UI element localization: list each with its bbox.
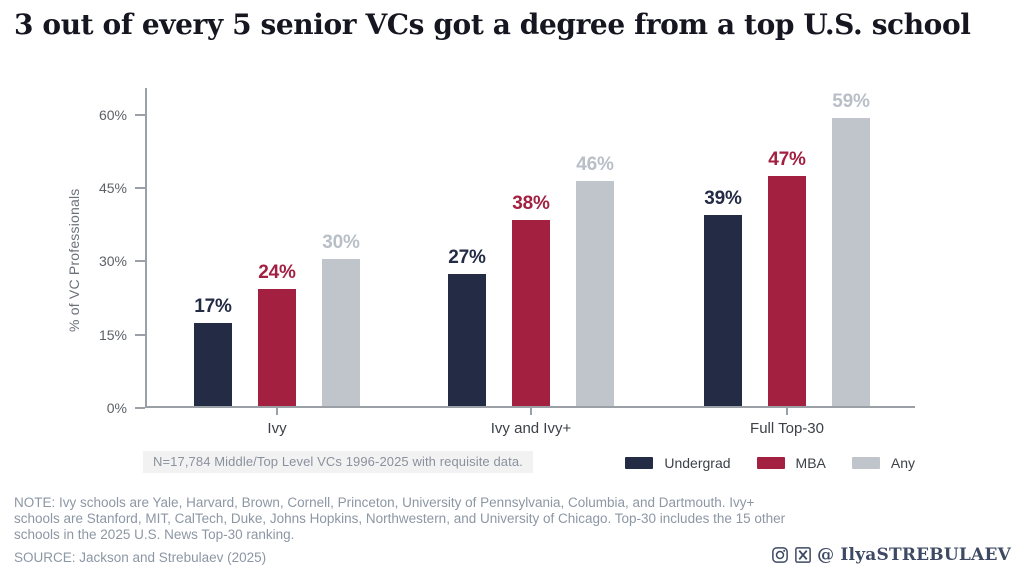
y-axis-line (145, 88, 147, 408)
bar-value-label: 38% (512, 193, 550, 215)
x-category-label: Ivy and Ivy+ (490, 420, 572, 437)
bar (704, 215, 742, 406)
bar-value-label: 39% (704, 188, 742, 210)
bar-value-label: 47% (768, 149, 806, 171)
x-icon (794, 546, 812, 564)
bar-column: 27% (448, 90, 486, 406)
social-attribution: @ IlyaSTREBULAEV (771, 545, 1011, 565)
bar-column: 46% (576, 90, 614, 406)
bar (576, 181, 614, 406)
bar (832, 117, 870, 406)
x-axis-line (145, 406, 915, 408)
bar (768, 176, 806, 406)
bar-value-label: 30% (322, 232, 360, 254)
y-tick-mark (135, 333, 145, 336)
legend-item: Undergrad (625, 455, 731, 471)
sample-size-note: N=17,784 Middle/Top Level VCs 1996-2025 … (143, 451, 533, 473)
legend-item: Any (851, 455, 915, 471)
y-tick-label: 15% (98, 326, 127, 343)
bar-column: 47% (768, 90, 806, 406)
y-tick-label: 30% (98, 253, 127, 270)
y-tick-label: 60% (98, 106, 127, 123)
x-category-label: Ivy (267, 420, 287, 437)
bar-column: 17% (194, 90, 232, 406)
footnote: NOTE: Ivy schools are Yale, Harvard, Bro… (14, 495, 786, 542)
y-tick-mark (135, 260, 145, 263)
bar-value-label: 59% (832, 90, 870, 112)
bar-group: 17% 24% 30% (194, 90, 360, 406)
y-tick-label: 0% (106, 400, 127, 416)
legend-swatch (851, 457, 880, 469)
bar-column: 59% (832, 90, 870, 406)
social-handle: @ IlyaSTREBULAEV (817, 545, 1011, 565)
y-axis-title: % of VC Professionals (66, 188, 82, 332)
bar-column: 24% (258, 90, 296, 406)
bar (194, 322, 232, 406)
chart-legend: Undergrad MBA Any (625, 455, 915, 471)
bar-group: 39% 47% 59% (704, 90, 870, 406)
bar-value-label: 24% (258, 261, 296, 283)
bar (322, 259, 360, 406)
x-category-label: Full Top-30 (750, 420, 824, 437)
legend-item: MBA (756, 455, 826, 471)
x-tick-mark (530, 408, 532, 415)
legend-label: Any (890, 455, 915, 471)
y-tick-label: 45% (98, 179, 127, 196)
legend-swatch (625, 457, 654, 469)
bar-value-label: 17% (194, 295, 232, 317)
bar (258, 288, 296, 406)
plot-area: 0% 15% 30% 45% 60% 17% 24% 30% Ivy 27% 38% 46% Ivy a… (99, 88, 915, 437)
y-tick-mark (135, 113, 145, 116)
instagram-icon (771, 546, 789, 564)
legend-label: MBA (795, 455, 826, 471)
bar-chart: % of VC Professionals 0% 15% 30% 45% 60% 17% 2… (0, 88, 1024, 440)
bar-group: 27% 38% 46% (448, 90, 614, 406)
x-tick-mark (786, 408, 788, 415)
bar-column: 38% (512, 90, 550, 406)
y-tick-mark (135, 186, 145, 189)
bar-value-label: 27% (448, 246, 486, 268)
source-text: SOURCE: Jackson and Strebulaev (2025) (14, 550, 267, 565)
legend-swatch (756, 457, 785, 469)
bar-value-label: 46% (576, 154, 614, 176)
y-tick-mark (135, 407, 145, 409)
bar-column: 39% (704, 90, 742, 406)
bar-column: 30% (322, 90, 360, 406)
bar (448, 273, 486, 406)
legend-label: Undergrad (664, 455, 731, 471)
page-title: 3 out of every 5 senior VCs got a degree… (14, 8, 971, 41)
x-tick-mark (276, 408, 278, 415)
bar (512, 220, 550, 406)
